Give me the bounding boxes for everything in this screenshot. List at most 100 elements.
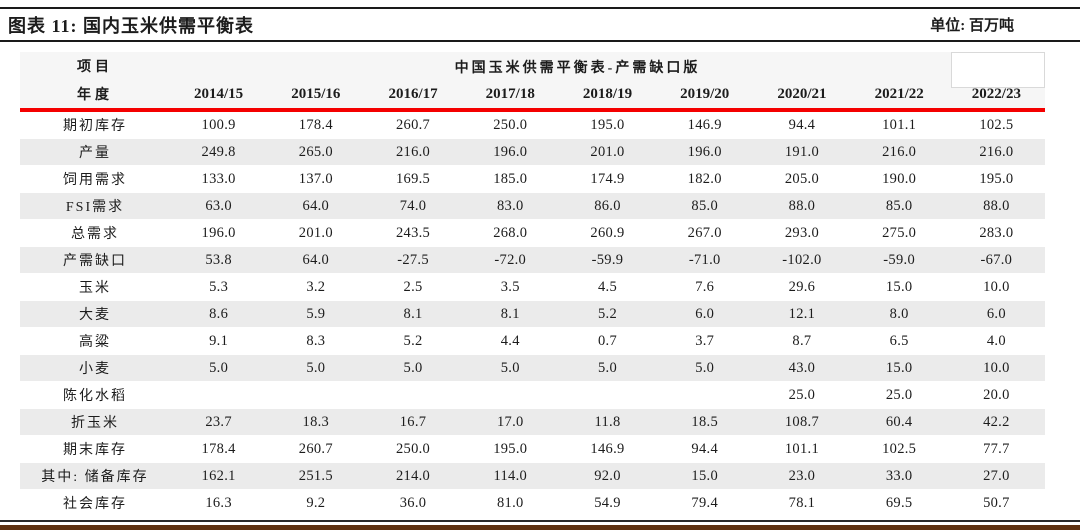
value-cell: 251.5	[298, 467, 333, 484]
year-header: 2022/23	[971, 85, 1021, 102]
value-cell: 260.7	[395, 116, 431, 133]
value-cell: 18.5	[691, 413, 718, 430]
value-cell: 16.3	[205, 494, 232, 511]
value-cell: 101.1	[784, 440, 819, 457]
value-cell: 16.7	[399, 413, 427, 430]
value-cell: 5.0	[597, 359, 617, 376]
value-cell: 2.5	[403, 278, 423, 295]
value-cell: 15.0	[691, 467, 718, 484]
value-cell: 54.9	[594, 494, 621, 511]
value-cell	[170, 382, 267, 408]
table-row: 高粱 9.1 8.3 5.2 4.4 0.7 3.7 8.7 6.5 4.0	[20, 328, 1045, 355]
value-cell: 214.0	[395, 467, 431, 484]
value-cell: 196.0	[493, 143, 528, 160]
value-cell: 114.0	[493, 467, 528, 484]
value-cell: 9.2	[306, 494, 326, 511]
value-cell: 267.0	[687, 224, 722, 241]
year-header: 2020/21	[777, 85, 827, 102]
value-cell: 85.0	[691, 197, 718, 214]
value-cell: -72.0	[494, 251, 527, 268]
value-cell: 53.8	[205, 251, 232, 268]
value-cell: 195.0	[590, 116, 625, 133]
value-cell: 146.9	[590, 440, 625, 457]
value-cell: 88.0	[983, 197, 1010, 214]
supply-demand-table: 项目 年度 中国玉米供需平衡表-产需缺口版 2014/15 2015/16 2016…	[20, 52, 1045, 518]
year-header-row: 2014/15 2015/16 2016/17 2017/18 2018/19 2019/…	[170, 80, 1045, 108]
year-header: 2015/16	[291, 85, 341, 102]
table-row: 饲用需求 133.0 137.0 169.5 185.0 174.9 182.0 205.0 1…	[20, 166, 1045, 193]
value-cell: -102.0	[782, 251, 822, 268]
row-label: 大麦	[79, 308, 111, 323]
value-cell: 79.4	[691, 494, 718, 511]
row-label: 饲用需求	[63, 173, 127, 188]
year-header: 2014/15	[194, 85, 244, 102]
bottom-accent-bar	[0, 525, 1080, 530]
value-cell: 205.0	[784, 170, 819, 187]
value-cell: 8.3	[306, 332, 326, 349]
unit-label: 单位: 百万吨	[930, 18, 1014, 34]
row-label: 小麦	[79, 362, 111, 377]
value-cell: 5.0	[209, 359, 229, 376]
table-row: 小麦 5.0 5.0 5.0 5.0 5.0 5.0 43.0 15.0 10.0	[20, 355, 1045, 382]
value-cell: 8.1	[403, 305, 423, 322]
value-cell: 5.0	[403, 359, 423, 376]
value-cell: 216.0	[395, 143, 431, 160]
value-cell: 250.0	[493, 116, 528, 133]
value-cell: 174.9	[590, 170, 625, 187]
table-row: 其中: 储备库存 162.1 251.5 214.0 114.0 92.0 15.0 23.0…	[20, 463, 1045, 490]
row-label: 社会库存	[63, 497, 127, 512]
value-cell: 5.0	[306, 359, 326, 376]
corner-header: 项目 年度	[20, 52, 170, 108]
value-cell: 216.0	[979, 143, 1014, 160]
year-header: 2018/19	[582, 85, 633, 102]
value-cell: 94.4	[788, 116, 816, 133]
row-label: 陈化水稻	[63, 389, 127, 404]
row-label: 期末库存	[63, 443, 127, 458]
value-cell: 101.1	[882, 116, 917, 133]
value-cell: 25.0	[885, 386, 913, 403]
value-cell: 23.0	[788, 467, 816, 484]
value-cell: 196.0	[201, 224, 236, 241]
value-cell: 18.3	[302, 413, 330, 430]
top-rule	[0, 7, 1080, 9]
header-divider-red	[20, 108, 1045, 112]
table-row: 玉米 5.3 3.2 2.5 3.5 4.5 7.6 29.6 15.0 10.0	[20, 274, 1045, 301]
value-cell: 63.0	[205, 197, 232, 214]
value-cell: 275.0	[882, 224, 917, 241]
value-cell: -71.0	[688, 251, 721, 268]
table-row: 期初库存 100.9 178.4 260.7 250.0 195.0 146.9 94.4 10…	[20, 112, 1045, 139]
value-cell: 178.4	[201, 440, 236, 457]
value-cell: 283.0	[979, 224, 1014, 241]
value-cell: 108.7	[784, 413, 819, 430]
year-header: 2019/20	[680, 85, 730, 102]
row-label: 期初库存	[63, 119, 127, 134]
value-cell: -59.0	[883, 251, 916, 268]
value-cell: 268.0	[493, 224, 528, 241]
value-cell: 185.0	[493, 170, 528, 187]
value-cell: 64.0	[302, 197, 330, 214]
value-cell: 249.8	[201, 143, 236, 160]
value-cell: 260.7	[298, 440, 333, 457]
value-cell: 100.9	[201, 116, 236, 133]
value-cell: 5.9	[306, 305, 326, 322]
value-cell: 15.0	[885, 278, 913, 295]
row-label: 产量	[79, 146, 111, 161]
value-cell: 5.0	[500, 359, 520, 376]
value-cell: -27.5	[397, 251, 429, 268]
value-cell: 78.1	[788, 494, 816, 511]
row-label: 产需缺口	[63, 254, 127, 269]
table-body: 期初库存 100.9 178.4 260.7 250.0 195.0 146.9 94.4 10…	[20, 112, 1045, 517]
value-cell: 6.0	[695, 305, 715, 322]
corner-label-item: 项目	[77, 60, 113, 75]
value-cell: 5.2	[403, 332, 423, 349]
value-cell: 5.2	[597, 305, 617, 322]
value-cell: 27.0	[983, 467, 1010, 484]
value-cell: 216.0	[882, 143, 917, 160]
value-cell: 196.0	[687, 143, 722, 160]
value-cell: 8.0	[889, 305, 909, 322]
value-cell: 8.6	[209, 305, 229, 322]
value-cell	[656, 382, 753, 408]
value-cell: 169.5	[395, 170, 431, 187]
value-cell: 64.0	[302, 251, 330, 268]
value-cell: 293.0	[784, 224, 819, 241]
